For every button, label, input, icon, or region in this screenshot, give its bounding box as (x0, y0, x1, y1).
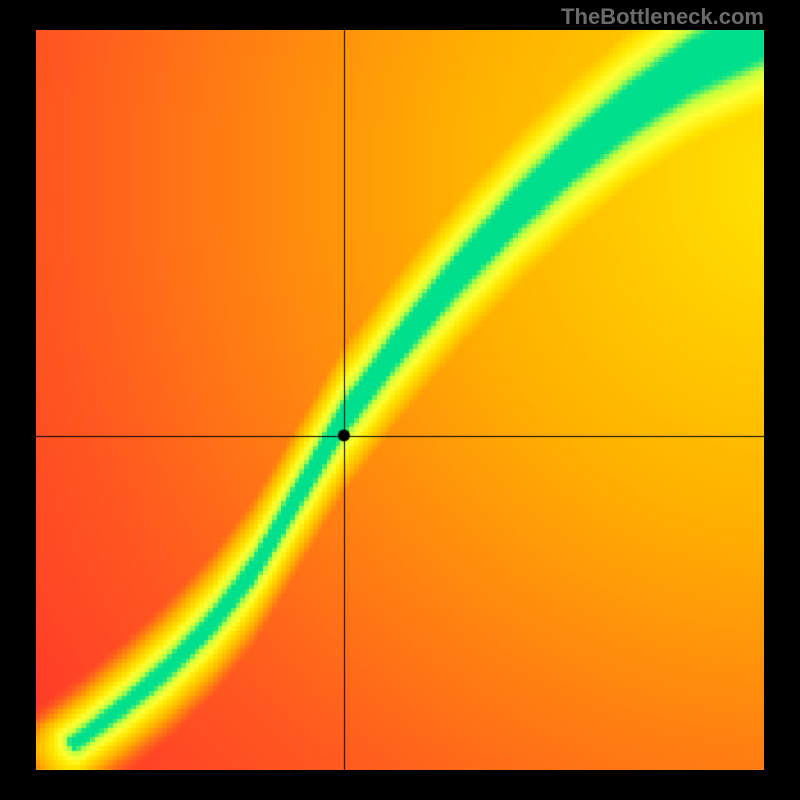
bottleneck-heatmap (36, 30, 764, 770)
chart-container: TheBottleneck.com (0, 0, 800, 800)
watermark-text: TheBottleneck.com (561, 4, 764, 30)
